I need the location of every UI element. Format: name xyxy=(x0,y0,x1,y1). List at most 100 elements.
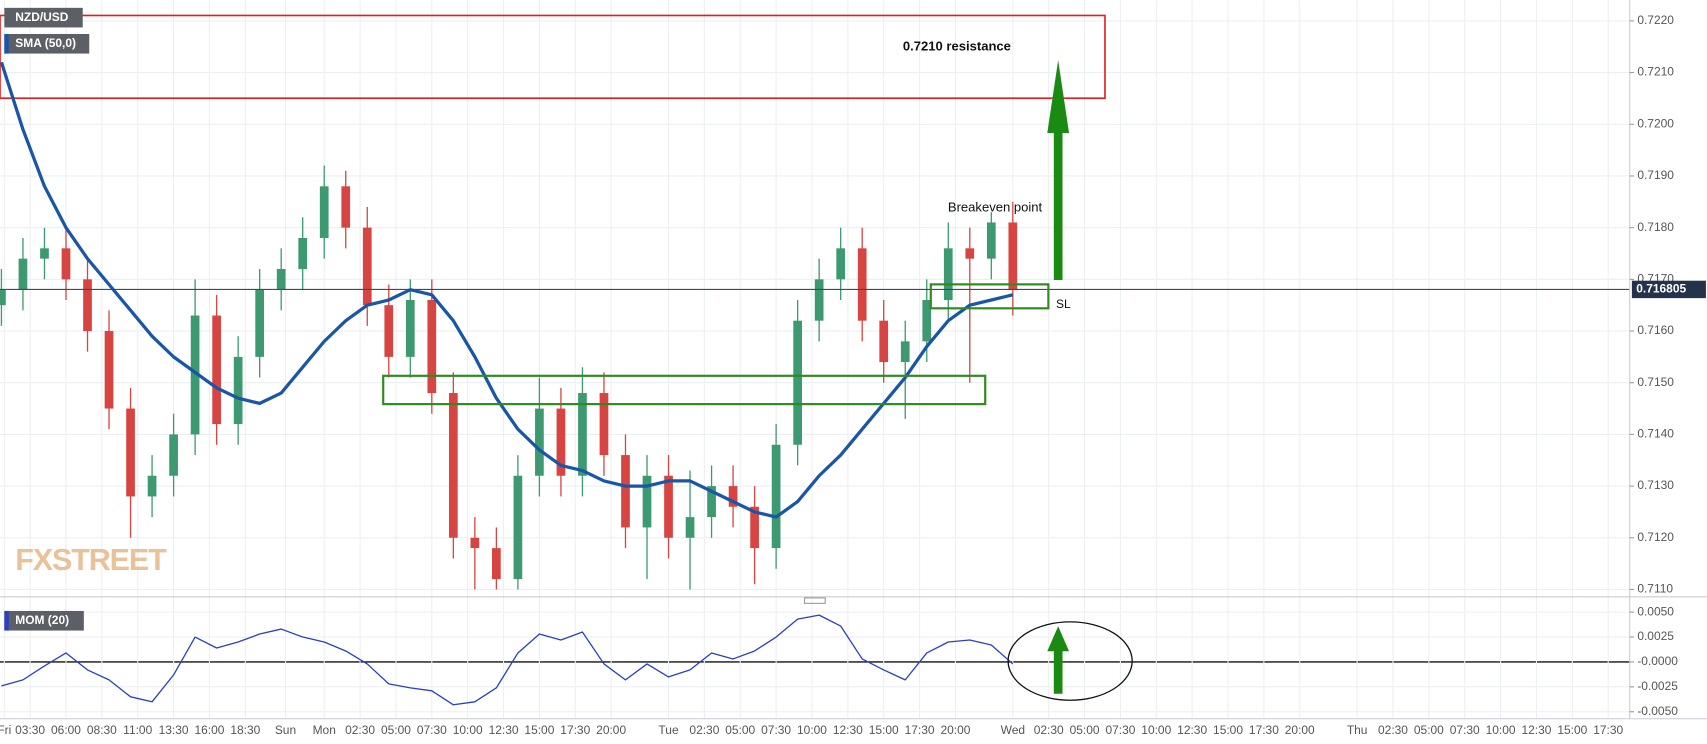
x-tick-label: 12:30 xyxy=(833,723,863,737)
candle-body xyxy=(190,315,200,435)
candle-body xyxy=(169,434,178,476)
candle-body xyxy=(298,237,308,269)
x-tick-label: 13:30 xyxy=(159,723,189,737)
x-tick-label: Thu xyxy=(1347,723,1368,737)
annotation: 0.7210 resistance xyxy=(903,38,1011,53)
x-tick-label: 06:00 xyxy=(51,723,81,737)
candle-body xyxy=(836,248,846,280)
legend-box xyxy=(4,33,90,54)
x-tick-label: 05:00 xyxy=(381,723,411,737)
x-tick-label: 05:00 xyxy=(1414,723,1444,737)
candle-body xyxy=(685,517,695,538)
x-tick-label: Wed xyxy=(1001,723,1025,737)
x-tick-label: 15:00 xyxy=(1213,723,1243,737)
x-tick-label: 18:30 xyxy=(230,723,260,737)
candle-body xyxy=(922,300,932,342)
candle-body xyxy=(104,331,114,409)
x-tick-label: 07:30 xyxy=(417,723,447,737)
legend-title: NZD/USD xyxy=(15,10,69,24)
annotation: Breakeven point xyxy=(948,200,1043,215)
x-tick-label: Mon xyxy=(313,723,336,737)
candle-body xyxy=(986,222,996,259)
candle-body xyxy=(750,506,759,549)
candle-body xyxy=(513,475,523,580)
panel-handle[interactable] xyxy=(803,597,826,604)
candle-body xyxy=(470,537,480,549)
candle-body xyxy=(1008,222,1018,290)
x-tick-label: 17:30 xyxy=(1593,723,1623,737)
candle-body xyxy=(427,300,437,394)
candle-body xyxy=(728,486,738,507)
candle-body xyxy=(0,289,6,306)
candle-body xyxy=(61,248,71,280)
y-tick-label: 0.0050 xyxy=(1637,604,1674,618)
x-tick-label: 02:30 xyxy=(1378,723,1408,737)
x-tick-label: 20:00 xyxy=(940,723,970,737)
x-tick-label: 12:30 xyxy=(1177,723,1207,737)
series-line xyxy=(1,614,1014,706)
candle-body xyxy=(535,408,544,476)
candle-body xyxy=(255,289,265,357)
x-tick-label: 07:30 xyxy=(1105,723,1135,737)
candle-body xyxy=(341,186,351,228)
x-tick-label: 10:00 xyxy=(1141,723,1171,737)
x-tick-label: 05:00 xyxy=(725,723,755,737)
candle-body xyxy=(900,341,910,363)
y-tick-label: 0.7160 xyxy=(1637,323,1674,337)
up-arrow xyxy=(1047,60,1070,281)
x-tick-label: 02:30 xyxy=(689,723,719,737)
candle-body xyxy=(233,356,243,425)
legend-swatch xyxy=(4,610,9,631)
mom-up-arrow xyxy=(1047,626,1070,694)
x-tick-label: 08:30 xyxy=(87,723,117,737)
y-tick-label: 0.7150 xyxy=(1637,375,1674,389)
x-tick-label: 07:30 xyxy=(1450,723,1480,737)
candle-body xyxy=(405,300,415,357)
x-tick-label: 15:00 xyxy=(869,723,899,737)
candle-body xyxy=(642,475,652,528)
price-tag xyxy=(1631,280,1706,299)
x-tick-label: 20:00 xyxy=(596,723,626,737)
marks xyxy=(0,61,1630,706)
candle-body xyxy=(814,279,824,321)
x-tick-label: Tue xyxy=(658,723,679,737)
y-tick-label: -0.0000 xyxy=(1637,654,1678,668)
candle-body xyxy=(857,248,867,321)
x-tick-label: 20:00 xyxy=(1285,723,1315,737)
x-tick-label: 03:30 xyxy=(15,723,45,737)
x-tick-label: 10:00 xyxy=(453,723,483,737)
x-tick-label: 12:30 xyxy=(489,723,519,737)
candle-body xyxy=(147,475,157,497)
grid xyxy=(0,0,1630,719)
candle-body xyxy=(362,227,372,306)
watermark: FXSTREET xyxy=(15,543,167,577)
candle-body xyxy=(276,268,286,290)
y-tick-label: 0.7220 xyxy=(1637,13,1674,27)
y-tick-label: 0.7190 xyxy=(1637,168,1674,182)
candle-body xyxy=(126,408,135,497)
x-tick-label: 12:30 xyxy=(1521,723,1551,737)
candle-body xyxy=(319,186,329,238)
candle-body xyxy=(448,393,458,538)
price-tag-label: 0.716805 xyxy=(1636,282,1686,296)
candle-body xyxy=(599,393,609,456)
legend-swatch xyxy=(4,33,9,54)
legend-label: MOM (20) xyxy=(15,613,69,627)
y-tick-label: 0.7140 xyxy=(1637,427,1674,441)
x-tick-label: 17:30 xyxy=(1249,723,1279,737)
candle-body xyxy=(212,315,221,425)
x-tick-label: 05:00 xyxy=(1070,723,1100,737)
annotation: SL xyxy=(1056,297,1071,311)
y-tick-label: 0.7130 xyxy=(1637,478,1674,492)
candle-body xyxy=(83,279,92,332)
mom-ellipse xyxy=(1007,621,1133,701)
x-tick-label: 17:30 xyxy=(905,723,935,737)
candle-body xyxy=(664,475,673,538)
candle-body xyxy=(578,393,587,476)
candle-body xyxy=(40,248,49,259)
y-tick-label: 0.7180 xyxy=(1637,220,1674,234)
x-tick-label: Fri xyxy=(0,723,11,737)
y-tick-label: -0.0050 xyxy=(1637,704,1678,718)
candle-body xyxy=(879,320,889,363)
